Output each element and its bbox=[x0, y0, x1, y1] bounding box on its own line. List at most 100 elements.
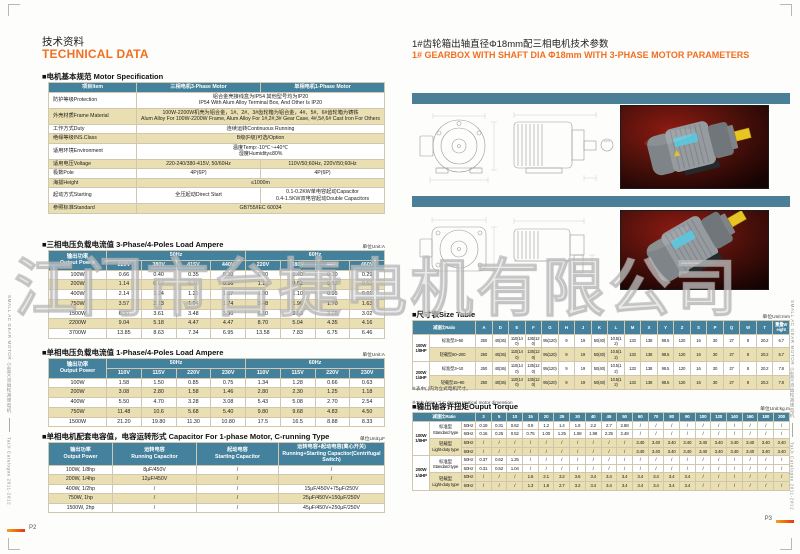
table-cell: 45μF/450V+250μF/250V bbox=[278, 502, 385, 513]
table-cell: 110V/50;60Hz, 220V/50;60Hz bbox=[260, 158, 385, 169]
table-cell: 3.2 bbox=[553, 472, 571, 482]
table-cell: / bbox=[757, 472, 775, 482]
table-cell: / bbox=[553, 463, 571, 474]
table-cell: 95(120) bbox=[541, 361, 559, 376]
table-cell: B级(F级)可选/Option bbox=[136, 133, 385, 144]
table-cell: / bbox=[616, 446, 633, 457]
table-cell: 19 bbox=[574, 333, 592, 349]
table-cell: / bbox=[678, 455, 696, 465]
col-header: 60Hz bbox=[245, 358, 385, 369]
table-cell: 0.85 bbox=[175, 377, 212, 389]
table-cell: / bbox=[773, 481, 790, 491]
col-header: 10 bbox=[506, 412, 524, 422]
table-cell: / bbox=[584, 463, 602, 474]
col-header: 380V bbox=[279, 259, 316, 271]
table-cell: / bbox=[522, 437, 539, 448]
table-cell: / bbox=[726, 472, 743, 482]
table-cell: 9 bbox=[557, 347, 576, 363]
table-cell: / bbox=[694, 455, 712, 465]
table-cell: 1.25 bbox=[506, 455, 524, 465]
table-cell: 温度Temp:-10℃~+40℃ 湿度Humidity≤80% bbox=[136, 142, 385, 160]
table-cell: 3.61 bbox=[140, 308, 177, 320]
table-cell: 133 bbox=[623, 333, 642, 349]
row-header: 参照标准Standard bbox=[48, 203, 137, 214]
row-header: 绝缘等级INS.Class bbox=[48, 133, 137, 144]
col-header: 380V bbox=[140, 259, 177, 271]
table-cell: / bbox=[757, 463, 775, 474]
vertical-type-banner bbox=[412, 196, 790, 207]
table-cell: / bbox=[506, 481, 524, 491]
table-cell: / bbox=[537, 446, 555, 457]
table-cell: / bbox=[569, 463, 586, 474]
table-cell: 7.8 bbox=[772, 374, 790, 390]
table-cell: 全压起动Direct Start bbox=[136, 187, 261, 204]
table-cell: / bbox=[631, 463, 649, 474]
table-cell: / bbox=[600, 463, 618, 474]
table-cell: 0.40 bbox=[279, 269, 316, 281]
table-cell: 3.40 bbox=[757, 446, 775, 457]
col-header: 110V bbox=[106, 367, 142, 379]
table-cell: 6.46 bbox=[349, 328, 385, 339]
size-note: ※表中( )内为立式电机尺寸。 ※Tabulation "( )" denote… bbox=[412, 379, 790, 407]
table-cell: 9.04 bbox=[106, 318, 142, 329]
col-header: E bbox=[508, 320, 526, 335]
col-header: 运转电容+起动电容(离心开关) Running+Starting Capacit… bbox=[278, 442, 385, 466]
table-cell: 6.7 bbox=[772, 333, 790, 349]
row-header: 50Hz bbox=[461, 437, 476, 448]
table-cell: 16.5 bbox=[279, 416, 316, 428]
table-cell: 2.80 bbox=[245, 387, 281, 398]
table-cell: 12μF/450V bbox=[112, 474, 197, 485]
table-cell: 138 bbox=[640, 347, 658, 363]
table-row: 绝缘等级INS.Class B级(F级)可选/Option bbox=[48, 133, 385, 144]
row-header: 标准型 Standard type bbox=[429, 455, 462, 474]
table-cell: 铝合金壳接线盒为IP54 其他型号均为IP20 IP54 With Alum A… bbox=[136, 91, 385, 109]
col-header: A bbox=[475, 320, 493, 335]
table-cell: 2.7 bbox=[600, 420, 618, 431]
table-cell: 3.40 bbox=[726, 437, 743, 448]
table-cell: 1.07 bbox=[210, 289, 246, 300]
row-header: 轻载型60~200 bbox=[428, 347, 477, 363]
table-cell: 0.9 bbox=[522, 420, 539, 431]
table-row: 200W 1.14 0.67 0.70 0.56 1.12 0.62 0.57 0.52 bbox=[48, 279, 385, 290]
table-cell: 30 bbox=[706, 333, 724, 349]
table-cell: 1.63 bbox=[349, 298, 385, 310]
table-cell: 3.30 bbox=[210, 308, 246, 320]
row-header: 标准型3~50 bbox=[428, 333, 477, 349]
table-cell: 0.70 bbox=[175, 279, 212, 290]
size-unit: 单位Unit:mm bbox=[762, 315, 790, 320]
table-cell: / bbox=[757, 420, 775, 431]
table-cell: 0.52 bbox=[490, 463, 508, 474]
table-cell: 1.8 bbox=[537, 481, 555, 491]
table-cell: 8 bbox=[739, 361, 757, 376]
table-cell: 250 bbox=[475, 347, 493, 363]
table-cell: 3.40 bbox=[757, 437, 775, 448]
table-cell: / bbox=[710, 463, 727, 474]
rail-divider bbox=[791, 423, 793, 438]
table-cell: / bbox=[631, 429, 649, 439]
col-header: Z bbox=[673, 320, 691, 335]
table-cell: 19.80 bbox=[140, 416, 177, 428]
size-table-heading: ■尺寸表Size Table 单位Unit:mm bbox=[412, 309, 790, 320]
row-header: 外壳材质Frame Material bbox=[48, 107, 137, 125]
table-cell: / bbox=[522, 463, 539, 474]
table-cell: 3.4 bbox=[631, 472, 649, 482]
table-cell: / bbox=[663, 420, 680, 431]
table-cell: 3.4 bbox=[616, 472, 633, 482]
horizontal-type-banner bbox=[412, 93, 790, 104]
table-cell: / bbox=[647, 463, 665, 474]
table-cell: 3.4 bbox=[616, 481, 633, 491]
table-cell: 3.40 bbox=[631, 446, 649, 457]
table-cell: 2.88 bbox=[616, 420, 633, 431]
table-cell: / bbox=[678, 420, 696, 431]
table-row: 60Hz / //1.3 1.8 2.7 3.2 3.4 3.4 3.4 3.4 3.4 3.4 3.4… bbox=[412, 481, 790, 491]
table-cell: / bbox=[278, 474, 385, 485]
table-cell: 4P(6P) bbox=[136, 168, 261, 179]
table-cell: 5.04 bbox=[279, 318, 316, 329]
crop-mark bbox=[780, 4, 792, 16]
row-header: 3700W bbox=[48, 328, 107, 339]
table-cell: 9.80 bbox=[245, 406, 281, 418]
col-header: 160 bbox=[741, 412, 759, 422]
table-cell: 98.5 bbox=[656, 333, 675, 349]
table-cell: / bbox=[757, 429, 775, 439]
page-number-right: P3 bbox=[764, 516, 772, 522]
